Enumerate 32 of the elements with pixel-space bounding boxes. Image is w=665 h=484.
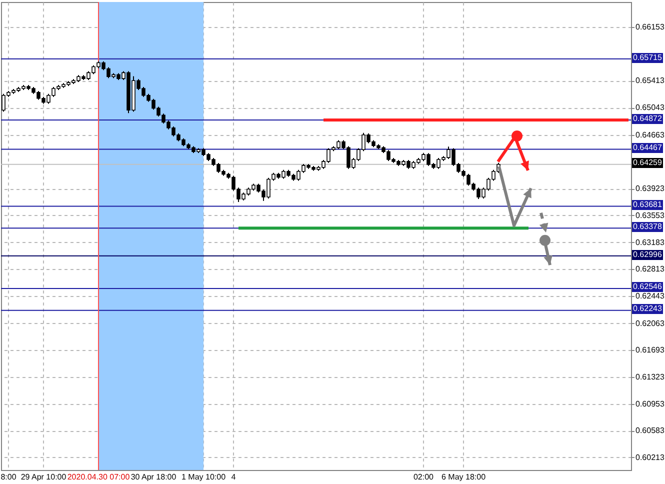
- y-tick-label: 0.62813: [636, 264, 665, 274]
- y-tick-label: 0.62443: [636, 291, 665, 300]
- y-tick-label: 0.60953: [636, 399, 665, 408]
- ref-line-label: 0.62546: [632, 282, 663, 292]
- ref-line-label: 0.62996: [632, 250, 663, 260]
- y-tick-label: 0.63553: [636, 211, 665, 220]
- ref-line-label: 0.64467: [632, 143, 663, 154]
- x-tick-label: 30 Apr 18:00: [130, 472, 177, 482]
- x-tick-label: 8:00: [0, 472, 17, 482]
- y-tick-label: 0.61693: [636, 346, 665, 355]
- y-tick-label: 0.60213: [636, 452, 665, 462]
- ref-line-label: 0.63681: [632, 200, 663, 210]
- x-tick-label: 02:00: [413, 472, 434, 482]
- x-tick-label: 1 May 10:00: [181, 472, 226, 482]
- y-tick-label: 0.63183: [636, 238, 665, 247]
- y-tick-label: 0.66153: [636, 22, 665, 32]
- x-tick-label: 29 Apr 10:00: [20, 472, 67, 482]
- ref-line-label: 0.64872: [632, 114, 663, 124]
- y-tick-label: 0.65413: [636, 76, 665, 86]
- x-tick-label: 4: [231, 472, 236, 482]
- ref-line-label: 0.65715: [632, 52, 663, 63]
- ref-line-label: 0.62243: [632, 304, 663, 314]
- ref-line-label: 0.64259: [632, 158, 663, 168]
- y-tick-label: 0.60583: [636, 426, 665, 436]
- x-tick-label: 2020.04.30 07:00: [67, 472, 130, 482]
- y-tick-label: 0.65043: [636, 103, 665, 112]
- ref-line-label: 0.63378: [632, 222, 663, 232]
- y-tick-label: 0.61323: [636, 372, 665, 382]
- y-tick-label: 0.62063: [636, 318, 665, 328]
- x-tick-label: 6 May 18:00: [441, 472, 486, 482]
- y-tick-label: 0.64663: [636, 130, 665, 140]
- y-tick-label: 0.63923: [636, 184, 665, 194]
